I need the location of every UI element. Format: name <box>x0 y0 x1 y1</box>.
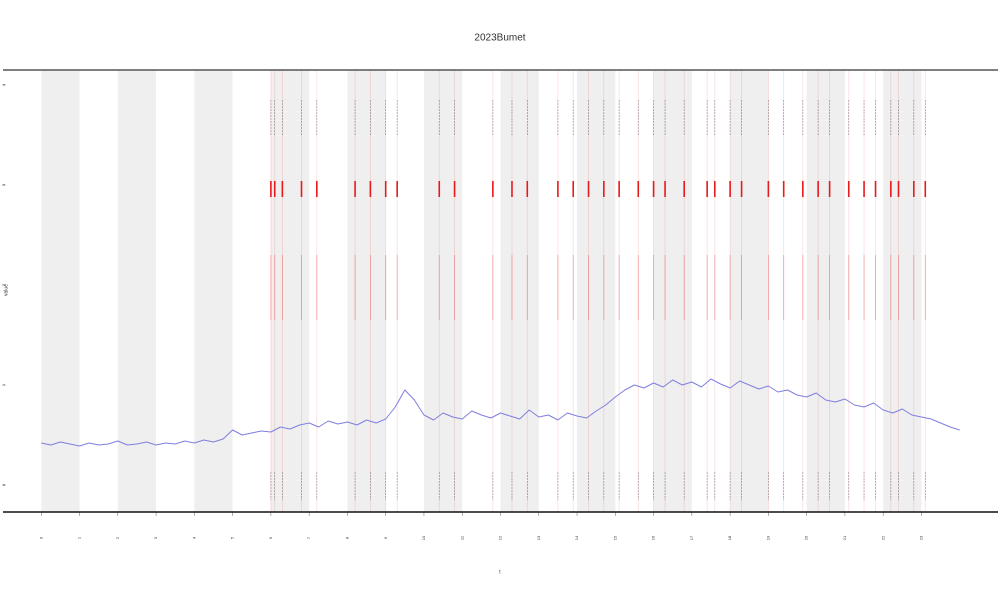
x-tick-label: 0 <box>38 536 43 539</box>
shaded-band <box>577 70 616 512</box>
event-marker <box>270 181 272 197</box>
x-tick-label: 17 <box>689 535 694 540</box>
shaded-band <box>500 70 539 512</box>
y-axis-label: value <box>3 284 9 296</box>
event-marker <box>729 181 731 197</box>
event-marker <box>863 181 865 197</box>
x-tick-label: 9 <box>383 536 388 539</box>
data-line <box>41 378 960 447</box>
x-tick-label: 15 <box>612 535 617 540</box>
x-tick-label: 8 <box>344 536 349 539</box>
event-marker <box>603 181 605 197</box>
x-tick-label: 23 <box>919 535 924 540</box>
event-marker <box>874 181 877 197</box>
y-tick-label: 0 <box>1 483 6 486</box>
x-tick-label: 1 <box>77 536 82 539</box>
shaded-band <box>423 70 463 512</box>
x-tick-label: 3 <box>153 536 158 539</box>
event-marker <box>273 181 276 197</box>
event-marker <box>913 181 915 197</box>
shaded-band <box>194 70 233 512</box>
event-marker <box>714 181 716 197</box>
event-marker <box>587 181 590 197</box>
x-tick-label: 18 <box>727 535 732 540</box>
shaded-band <box>883 70 922 512</box>
event-marker <box>847 181 850 197</box>
shaded-band <box>347 70 386 512</box>
event-marker <box>924 181 927 197</box>
y-tick-label: 4 <box>1 83 6 86</box>
event-marker <box>618 181 620 197</box>
shaded-band <box>41 70 80 512</box>
event-marker <box>652 181 655 197</box>
x-tick-label: 10 <box>421 535 426 540</box>
event-marker <box>740 181 743 197</box>
x-tick-label: 19 <box>765 535 770 540</box>
x-tick-label: 5 <box>230 536 235 539</box>
y-tick-label: 1 <box>1 383 6 386</box>
x-tick-label: 7 <box>306 536 311 539</box>
x-tick-label: 13 <box>536 535 541 540</box>
event-marker <box>572 181 575 197</box>
x-tick-label: 20 <box>804 535 809 540</box>
x-tick-label: 21 <box>842 535 847 540</box>
x-axis-label: t <box>499 569 501 575</box>
x-tick-label: 14 <box>574 535 579 540</box>
x-tick-label: 6 <box>268 536 273 539</box>
x-tick-label: 2 <box>115 536 120 539</box>
event-marker <box>492 181 494 197</box>
event-marker <box>354 181 356 197</box>
event-marker <box>384 181 387 197</box>
event-marker <box>300 181 303 197</box>
event-marker <box>557 181 559 197</box>
event-marker <box>637 181 640 197</box>
event-marker <box>281 181 284 197</box>
event-marker <box>683 181 685 197</box>
event-marker <box>369 181 372 197</box>
y-tick-label: 2 <box>1 283 6 286</box>
event-marker <box>706 181 708 197</box>
event-marker <box>438 181 441 197</box>
x-tick-label: 4 <box>191 536 196 539</box>
shaded-band <box>806 70 845 512</box>
event-marker <box>511 181 513 197</box>
chart-title: 2023Bumet <box>474 33 525 44</box>
shaded-band <box>117 70 157 512</box>
event-marker <box>767 181 770 197</box>
event-marker <box>526 181 529 197</box>
event-marker <box>817 181 819 197</box>
x-tick-label: 16 <box>651 535 656 540</box>
event-marker <box>316 181 318 197</box>
x-tick-label: 22 <box>880 535 885 540</box>
event-marker <box>453 181 456 197</box>
event-marker <box>897 181 900 197</box>
shaded-band <box>653 70 692 512</box>
shaded-band <box>730 70 769 512</box>
event-marker <box>828 181 831 197</box>
shaded-band <box>270 70 310 512</box>
x-tick-label: 11 <box>459 535 464 540</box>
event-marker <box>890 181 892 197</box>
event-marker <box>802 181 804 197</box>
event-marker <box>396 181 398 197</box>
y-tick-label: 3 <box>1 183 6 186</box>
event-marker <box>782 181 785 197</box>
event-marker <box>664 181 666 197</box>
x-tick-label: 12 <box>498 535 503 540</box>
